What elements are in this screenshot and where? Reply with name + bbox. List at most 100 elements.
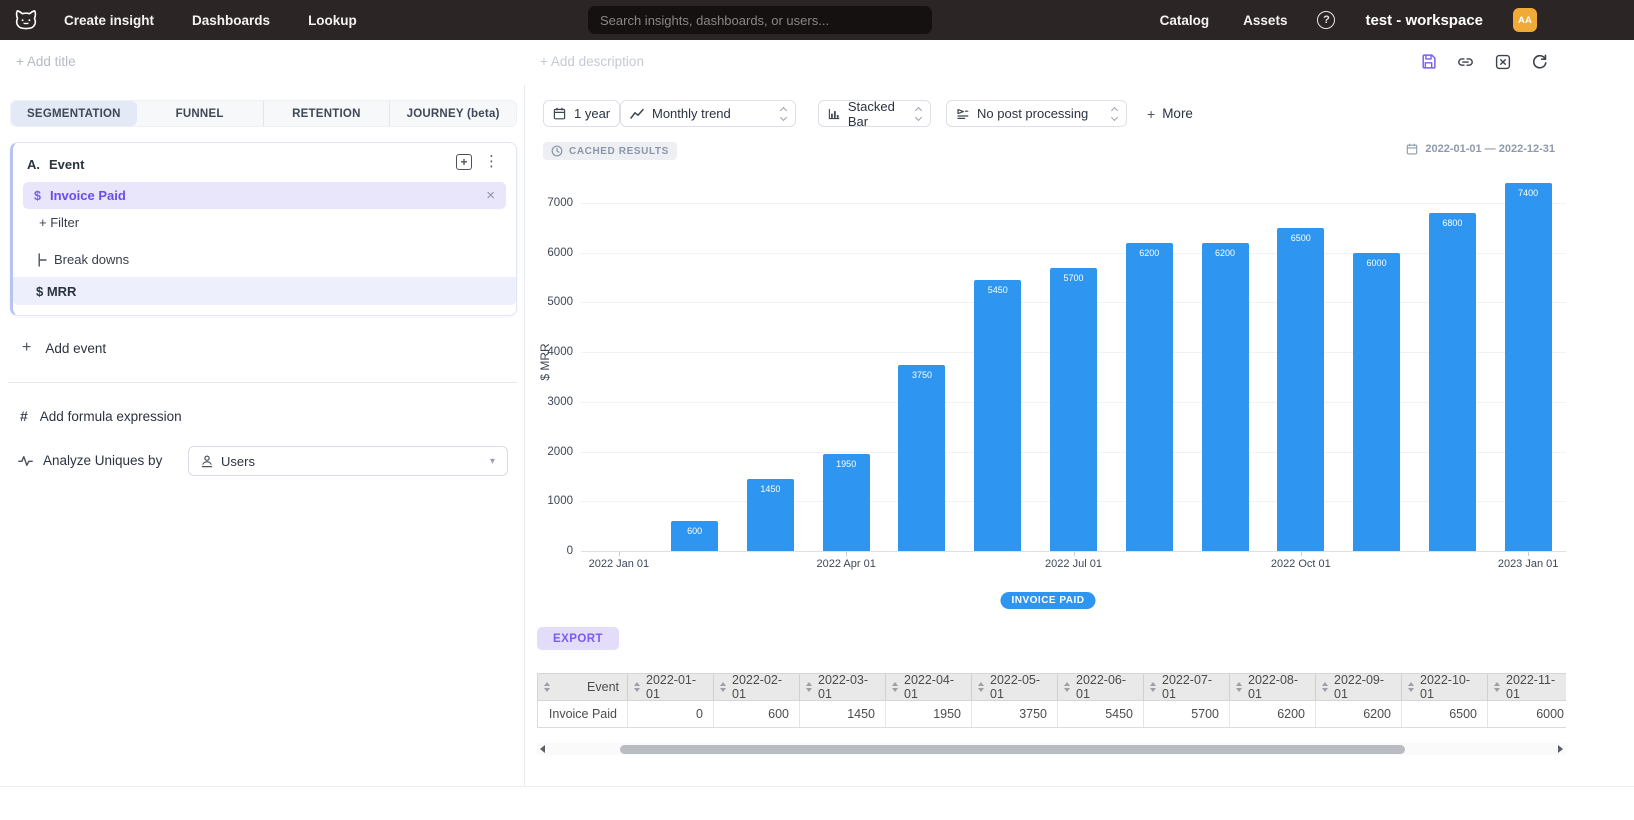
- trend-select[interactable]: Monthly trend: [620, 100, 796, 127]
- sort-icon[interactable]: [806, 682, 812, 692]
- tab-journey-beta[interactable]: JOURNEY (beta): [389, 101, 516, 126]
- chart-bar[interactable]: 5700: [1050, 267, 1097, 551]
- add-event-button[interactable]: + Add event: [22, 340, 106, 356]
- remove-event-icon[interactable]: ×: [486, 187, 495, 204]
- add-description-button[interactable]: + Add description: [540, 54, 644, 69]
- sort-icon[interactable]: [892, 682, 898, 692]
- more-options-button[interactable]: + More: [1147, 100, 1193, 127]
- chart-bar[interactable]: 6200: [1125, 242, 1173, 551]
- chart-bar[interactable]: 6000: [1353, 252, 1401, 551]
- export-button[interactable]: EXPORT: [537, 627, 619, 650]
- sort-icon[interactable]: [1322, 682, 1328, 692]
- top-nav-bar: Create insight Dashboards Lookup Catalog As…: [0, 0, 1634, 40]
- chart-bar[interactable]: 1450: [746, 478, 794, 551]
- sort-icon[interactable]: [1150, 682, 1156, 692]
- chart-bar[interactable]: 6500: [1277, 227, 1325, 551]
- sort-icon[interactable]: [544, 682, 550, 692]
- table-header-2022-09-01[interactable]: 2022-09-01: [1316, 673, 1402, 701]
- table-header-label: 2022-06-01: [1076, 673, 1127, 701]
- insight-actions: [1420, 53, 1548, 70]
- x-axis-tick-label: 2022 Oct 01: [1270, 558, 1331, 570]
- x-axis-tick: [1073, 552, 1075, 556]
- copy-link-icon[interactable]: [1457, 53, 1474, 70]
- tab-funnel[interactable]: FUNNEL: [175, 107, 224, 120]
- plus-icon: +: [22, 339, 32, 356]
- add-formula-label: Add formula expression: [39, 408, 182, 424]
- sort-icon[interactable]: [978, 682, 984, 692]
- scrollbar-thumb[interactable]: [620, 744, 1405, 754]
- table-header-event[interactable]: Event: [538, 674, 628, 700]
- post-processing-value: No post processing: [977, 106, 1089, 121]
- add-title-button[interactable]: + Add title: [16, 54, 76, 69]
- y-axis-tick-label: 0: [566, 545, 573, 557]
- breakdown-value-row[interactable]: $ MRR: [13, 277, 516, 305]
- table-header-2022-08-01[interactable]: 2022-08-01: [1230, 673, 1316, 701]
- table-header-2022-07-01[interactable]: 2022-07-01: [1144, 673, 1230, 701]
- person-icon: [201, 455, 213, 467]
- horizontal-scrollbar[interactable]: [537, 743, 1566, 755]
- chart-bar[interactable]: 600: [671, 521, 719, 551]
- chart-bar[interactable]: 6200: [1201, 242, 1249, 551]
- duplicate-event-icon[interactable]: +: [456, 154, 472, 170]
- table-header-2022-06-01[interactable]: 2022-06-01: [1058, 673, 1144, 701]
- save-icon[interactable]: [1420, 53, 1437, 70]
- sort-icon[interactable]: [1494, 682, 1500, 692]
- nav-link-dashboards[interactable]: Dashboards: [192, 12, 271, 28]
- period-select[interactable]: 1 year: [543, 100, 621, 127]
- breakdowns-button[interactable]: Break downs: [38, 252, 129, 267]
- table-header-2022-02-01[interactable]: 2022-02-01: [714, 673, 800, 701]
- scroll-right-icon[interactable]: [1558, 745, 1563, 753]
- bar-value-label: 1450: [760, 483, 781, 494]
- post-processing-select[interactable]: No post processing: [946, 100, 1127, 127]
- table-header-2022-03-01[interactable]: 2022-03-01: [800, 673, 886, 701]
- analyze-by-select[interactable]: Users ▾: [188, 446, 508, 476]
- nav-link-catalog[interactable]: Catalog: [1159, 12, 1210, 28]
- tab-retention[interactable]: RETENTION: [262, 101, 390, 126]
- bar-value-label: 1950: [836, 459, 857, 470]
- table-header-label: 2022-11-01: [1506, 673, 1556, 701]
- tab-segmentation[interactable]: SEGMENTATION: [11, 101, 137, 126]
- chart-bar[interactable]: 7400: [1504, 183, 1552, 551]
- event-menu-icon[interactable]: ⋮: [484, 153, 499, 170]
- add-filter-button[interactable]: + Filter: [39, 215, 80, 230]
- sort-icon[interactable]: [720, 682, 726, 692]
- nav-link-lookup[interactable]: Lookup: [308, 12, 357, 28]
- selected-event-name: Invoice Paid: [49, 188, 126, 203]
- nav-link-create-insight[interactable]: Create insight: [64, 12, 155, 28]
- chart-bar[interactable]: 1950: [822, 454, 870, 551]
- legend-item-invoice-paid[interactable]: INVOICE PAID: [1000, 592, 1096, 609]
- scroll-left-icon[interactable]: [540, 745, 545, 753]
- sort-icon[interactable]: [1064, 682, 1070, 692]
- table-header-2022-11-01[interactable]: 2022-11-01: [1488, 673, 1566, 701]
- chart-bar[interactable]: 3750: [898, 364, 946, 551]
- table-header-2022-01-01[interactable]: 2022-01-01: [628, 673, 714, 701]
- selected-event-row[interactable]: $ Invoice Paid ×: [23, 182, 506, 209]
- clear-insight-icon[interactable]: [1494, 53, 1511, 70]
- event-letter: A.: [27, 157, 40, 172]
- help-icon[interactable]: ?: [1317, 11, 1336, 29]
- table-header-2022-10-01[interactable]: 2022-10-01: [1402, 673, 1488, 701]
- nav-right-group: Catalog Assets ? test - workspace AA: [1160, 0, 1537, 40]
- add-formula-button[interactable]: # Add formula expression: [20, 408, 182, 424]
- workspace-switcher[interactable]: test - workspace: [1365, 11, 1483, 29]
- sort-icon[interactable]: [634, 682, 640, 692]
- sort-icon[interactable]: [1236, 682, 1242, 692]
- secondary-nav: Catalog Assets: [1160, 13, 1288, 28]
- bar-value-label: 6200: [1215, 247, 1236, 258]
- table-header-2022-04-01[interactable]: 2022-04-01: [886, 673, 972, 701]
- search-input[interactable]: [600, 12, 920, 28]
- cat-logo-icon[interactable]: [13, 8, 39, 32]
- refresh-icon[interactable]: [1531, 53, 1548, 70]
- chart-bar[interactable]: 5450: [974, 280, 1022, 551]
- event-card-header: A. Event: [27, 157, 84, 172]
- table-header-2022-05-01[interactable]: 2022-05-01: [972, 673, 1058, 701]
- bar-value-label: 5450: [987, 285, 1008, 296]
- chart-bar[interactable]: 6800: [1428, 212, 1476, 551]
- sort-icon[interactable]: [1408, 682, 1414, 692]
- pulse-icon: [18, 455, 33, 466]
- avatar[interactable]: AA: [1513, 8, 1537, 32]
- y-axis-tick-label: 7000: [547, 197, 573, 209]
- nav-link-assets[interactable]: Assets: [1243, 12, 1288, 28]
- chart-type-select[interactable]: Stacked Bar: [818, 99, 931, 129]
- table-cell-value: 6000: [1536, 707, 1564, 721]
